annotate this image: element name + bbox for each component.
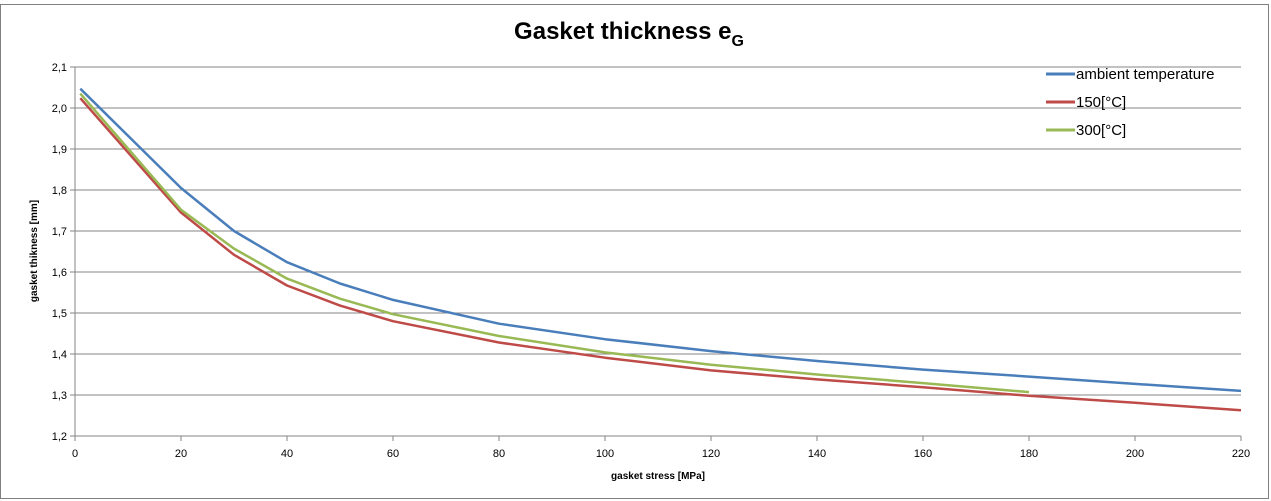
y-tick-label: 1,3 [52, 390, 67, 402]
axes [70, 66, 1242, 441]
x-axis-title: gasket stress [MPa] [611, 471, 705, 482]
x-tick-label: 40 [281, 448, 293, 460]
y-tick-label: 1,5 [52, 308, 67, 320]
legend-label: 300[°C] [1076, 122, 1126, 139]
chart-frame [0, 4, 1269, 499]
gridlines [75, 66, 1241, 396]
x-tick-label: 200 [1126, 448, 1144, 460]
tick-labels: 1,2 1,3 1,4 1,5 1,6 1,7 1,8 1,9 2,0 2,1 0 20 40 60 80 1… [52, 62, 1250, 460]
y-tick-label: 1,9 [52, 144, 67, 156]
x-tick-label: 0 [72, 448, 78, 460]
chart-title-main: Gasket thickness e [514, 18, 731, 45]
legend-label: ambient temperature [1076, 66, 1214, 83]
series-line-150-c [79, 97, 1242, 412]
series-line-ambient-temperature [79, 87, 1242, 393]
x-tick-label: 140 [808, 448, 826, 460]
y-tick-label: 1,7 [52, 226, 67, 238]
y-axis-title: gasket thikness [mm] [29, 200, 40, 302]
x-tick-label: 180 [1020, 448, 1038, 460]
series-line-300-c [79, 92, 1030, 394]
y-tick-label: 2,1 [52, 62, 67, 74]
x-tick-label: 220 [1232, 448, 1250, 460]
x-tick-label: 100 [596, 448, 614, 460]
y-tick-label: 1,4 [52, 349, 67, 361]
legend-label: 150[°C] [1076, 94, 1126, 111]
x-tick-label: 20 [175, 448, 187, 460]
chart-title: Gasket thickness eG [514, 18, 744, 50]
series-group [79, 87, 1242, 412]
y-tick-label: 1,8 [52, 185, 67, 197]
x-tick-label: 160 [914, 448, 932, 460]
legend: ambient temperature 150[°C] 300[°C] [1046, 66, 1214, 139]
x-tick-label: 120 [702, 448, 720, 460]
x-tick-label: 60 [387, 448, 399, 460]
chart-title-subscript: G [732, 33, 744, 50]
y-tick-label: 2,0 [52, 103, 67, 115]
x-tick-label: 80 [493, 448, 505, 460]
y-tick-label: 1,6 [52, 267, 67, 279]
y-tick-label: 1,2 [52, 431, 67, 443]
